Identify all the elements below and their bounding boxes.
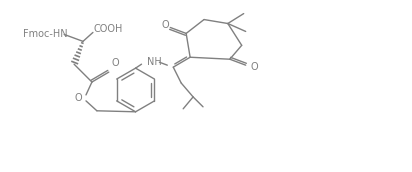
Text: Fmoc-HN: Fmoc-HN bbox=[23, 29, 68, 39]
Text: COOH: COOH bbox=[94, 24, 123, 34]
Text: O: O bbox=[75, 93, 82, 103]
Text: O: O bbox=[112, 58, 119, 68]
Text: NH: NH bbox=[147, 57, 162, 67]
Text: O: O bbox=[162, 19, 169, 30]
Text: O: O bbox=[250, 62, 258, 72]
